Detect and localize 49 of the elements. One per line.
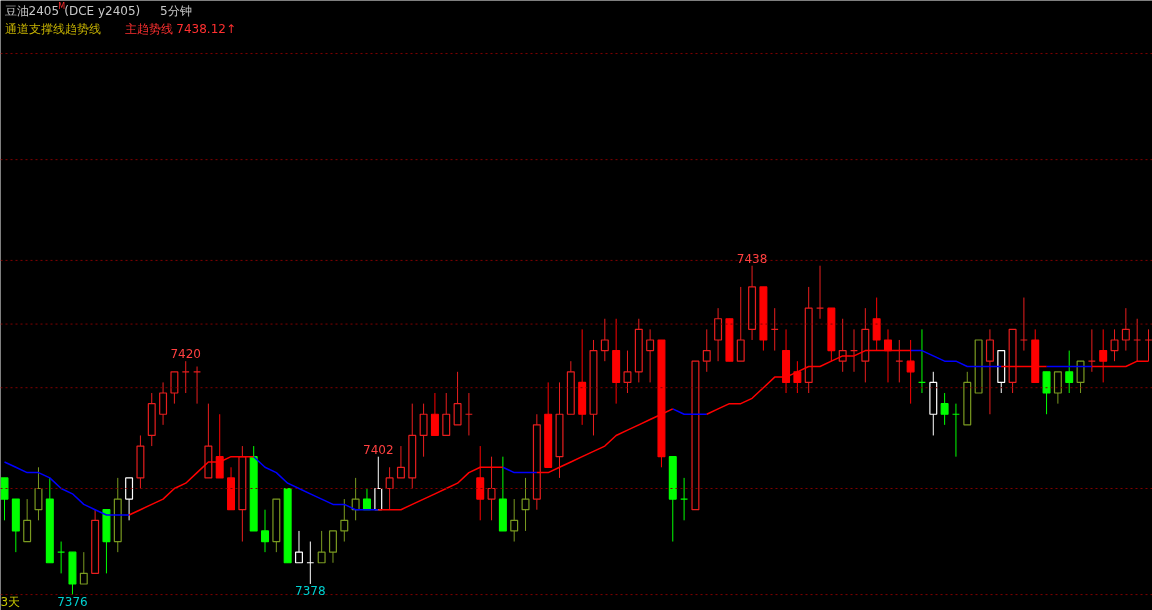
candlestick [419,403,428,458]
candlestick [510,498,519,543]
candlestick [1042,371,1051,415]
candlestick [1144,328,1152,362]
annotation: 7376 [57,594,88,609]
annotation: 7438 [736,251,768,266]
candlestick [374,456,383,511]
candlestick [125,477,134,521]
candlestick [1053,371,1062,405]
candlestick [351,477,360,521]
chart-subtitle: 5分钟 [160,3,192,18]
annotation: 3天 [0,594,21,609]
candlestick [170,371,179,405]
annotation: 7402 [363,442,394,457]
candlestick [623,350,632,394]
candlestick [215,413,224,479]
candlestick [442,392,451,437]
candlestick [0,477,9,521]
candlestick [34,466,43,521]
candlestick [736,286,745,362]
candlestick [1065,350,1074,394]
candlestick [985,328,994,415]
annotation: 通道支撑线趋势线 [4,21,101,36]
candlestick [159,381,168,426]
candlestick [295,530,303,564]
candlestick [328,530,337,564]
candlestick [793,360,802,394]
candlestick [487,456,496,521]
annotation: 7378 [295,583,326,598]
candlestick [453,371,462,426]
candlestick [430,392,439,437]
candlestick [1110,328,1119,362]
candlestick [521,477,530,532]
candlestick [261,509,270,553]
candlestick [1121,307,1130,352]
candlestick [396,445,405,479]
candlestick [23,498,32,543]
annotation: 主趋势线 7438.12↑ [124,21,236,36]
candlestick [340,498,349,543]
candlestick [702,328,711,373]
candlestick [1076,360,1085,394]
candlestick [940,392,949,426]
candlestick [600,318,609,362]
candlestick [317,530,326,564]
candlestick [714,307,723,362]
candlestick [385,466,394,511]
annotation: 7420 [170,347,202,362]
candlestick [646,328,655,383]
candlestick [79,551,88,585]
